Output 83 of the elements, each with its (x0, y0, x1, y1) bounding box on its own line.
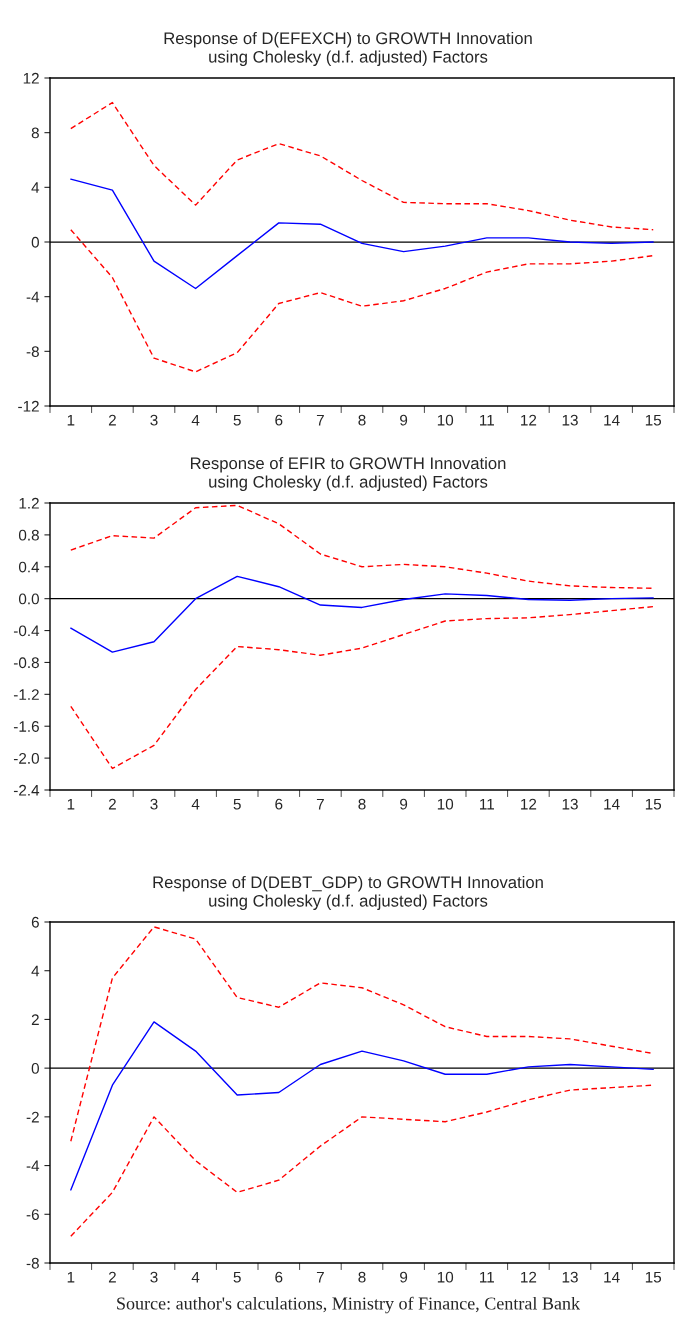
x-tick-label: 8 (358, 1271, 366, 1283)
line-series (70, 926, 654, 1142)
x-tick-label: 2 (108, 798, 116, 810)
y-tick-label: -2.0 (13, 752, 39, 764)
x-tick-label: 4 (191, 798, 200, 810)
y-tick-label: -0.4 (13, 625, 40, 637)
x-tick-label: 1 (67, 1271, 75, 1283)
y-tick-label: -4 (26, 291, 40, 303)
line-series (70, 605, 654, 770)
y-tick-label: 2 (31, 1014, 39, 1025)
y-tick-label: 0.8 (18, 529, 39, 541)
y-tick-label: -6 (26, 1209, 39, 1220)
x-tick-label: 13 (562, 414, 578, 426)
x-tick-label: 15 (645, 414, 662, 426)
line-series (70, 575, 654, 653)
x-tick-label: 10 (437, 798, 454, 810)
chart-title: Response of D(EFEXCH) to GROWTH Innovation using Cholesky (d.f. adjusted) Factors (164, 31, 532, 66)
y-tick-label: 0.4 (18, 561, 40, 573)
x-tick-label: 9 (400, 798, 408, 810)
x-tick-label: 10 (437, 1271, 454, 1283)
chart-title: Response of D(DEBT_GDP) to GROWTH Innovation using Cholesky (d.f. adjusted) Factors (153, 875, 543, 910)
x-tick-label: 3 (150, 414, 158, 426)
x-tick-label: 4 (191, 1271, 200, 1283)
y-tick-label: 12 (23, 72, 39, 84)
y-tick-label: -12 (18, 400, 39, 412)
line-series (70, 1084, 654, 1237)
x-tick-label: 14 (604, 1271, 620, 1283)
x-tick-label: 5 (233, 414, 241, 426)
x-tick-label: 6 (275, 414, 283, 426)
y-tick-label: 0 (31, 236, 39, 248)
x-tick-label: 1 (67, 414, 75, 426)
x-tick-label: 9 (400, 414, 408, 426)
y-tick-label: -2.4 (13, 784, 40, 796)
x-tick-label: 12 (521, 798, 537, 810)
x-tick-label: 11 (480, 414, 494, 426)
x-tick-label: 5 (233, 1271, 241, 1283)
x-tick-label: 7 (316, 1271, 324, 1283)
x-tick-label: 13 (562, 1271, 578, 1283)
line-series (70, 229, 654, 373)
x-tick-label: 12 (521, 1271, 537, 1283)
y-tick-label: -2 (26, 1111, 39, 1123)
y-tick-label: 8 (31, 127, 39, 139)
x-tick-label: 2 (108, 1271, 116, 1283)
line-series (70, 1021, 654, 1191)
y-tick-label: 6 (31, 916, 39, 928)
x-tick-label: 15 (645, 1271, 662, 1283)
x-tick-label: 13 (562, 798, 578, 810)
x-tick-label: 6 (275, 1271, 283, 1283)
x-tick-label: 3 (150, 798, 158, 810)
y-tick-label: -0.8 (13, 657, 39, 669)
x-tick-label: 10 (437, 414, 454, 426)
x-tick-label: 14 (604, 798, 620, 810)
y-tick-label: -8 (26, 1257, 39, 1269)
y-tick-label: 0 (31, 1063, 39, 1074)
x-tick-label: 1 (67, 798, 75, 810)
x-tick-label: 12 (521, 414, 537, 426)
x-tick-label: 15 (645, 798, 662, 810)
x-tick-label: 8 (358, 414, 366, 426)
y-tick-label: -8 (26, 346, 39, 358)
x-tick-label: 7 (316, 414, 324, 426)
x-tick-label: 8 (358, 798, 366, 810)
x-tick-label: 2 (108, 414, 116, 426)
x-tick-label: 11 (480, 1271, 494, 1283)
x-tick-label: 7 (316, 798, 324, 810)
y-tick-label: -1.2 (13, 689, 39, 700)
x-tick-label: 9 (400, 1271, 408, 1283)
x-tick-label: 5 (233, 798, 241, 810)
x-tick-label: 6 (275, 798, 283, 810)
line-series (70, 178, 654, 290)
y-tick-label: -4 (26, 1160, 40, 1172)
line-series (70, 101, 654, 231)
y-tick-label: 0.0 (18, 593, 39, 605)
x-tick-label: 3 (150, 1271, 158, 1283)
y-tick-label: -1.6 (13, 721, 39, 732)
y-tick-label: 1.2 (19, 497, 39, 509)
x-tick-label: 4 (191, 414, 200, 426)
y-tick-label: 4 (31, 965, 40, 977)
y-tick-label: 4 (31, 182, 40, 193)
x-tick-label: 11 (480, 798, 494, 810)
chart-title: Response of EFIR to GROWTH Innovation using Cholesky (d.f. adjusted) Factors (190, 456, 506, 491)
line-series (70, 504, 654, 589)
x-tick-label: 14 (604, 414, 620, 426)
source-note: Source: author's calculations, Ministry of Finance, Central Bank (117, 1296, 581, 1314)
